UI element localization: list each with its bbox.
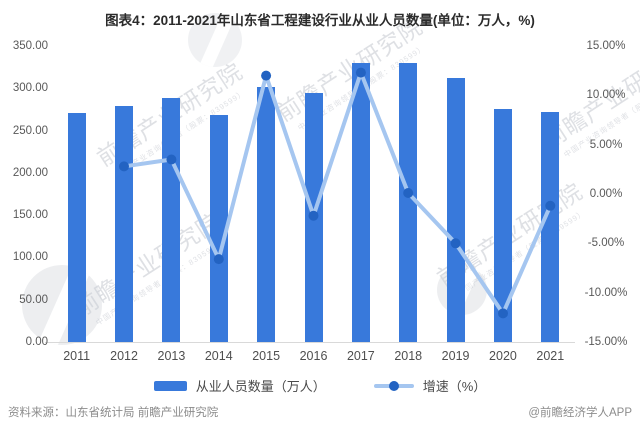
- y-axis-label-right: -15.00%: [584, 336, 628, 348]
- y-axis-label-right: 5.00%: [589, 138, 623, 151]
- legend: 从业人员数量（万人） 增速（%）: [0, 376, 640, 395]
- bar-2017: [351, 62, 370, 342]
- growth-line: [122, 70, 553, 316]
- y-axis-label-right: 15.00%: [586, 40, 626, 52]
- bar-2015: [257, 87, 276, 342]
- legend-item-growth: 增速（%）: [373, 376, 487, 395]
- bar-swatch-icon: [153, 380, 187, 391]
- bar-2021: [541, 111, 560, 342]
- growth-dot: [545, 200, 556, 211]
- growth-dot: [166, 154, 177, 165]
- legend-label: 从业人员数量（万人）: [195, 379, 326, 394]
- y-axis-label-left: 0.00: [25, 336, 48, 348]
- y-axis-label-left: 50.00: [19, 293, 48, 306]
- bar-2020: [493, 109, 512, 342]
- page-title: 图表4：2011-2021年山东省工程建设行业从业人员数量(单位：万人，%): [105, 13, 535, 28]
- y-axis-label-right: -10.00%: [584, 286, 628, 299]
- y-axis-label-left: 250.00: [12, 124, 48, 137]
- growth-line-layer: [119, 67, 556, 319]
- growth-dot: [498, 308, 508, 319]
- y-axis-label-left: 300.00: [12, 82, 48, 95]
- bar-2019: [446, 78, 465, 342]
- growth-dot: [450, 238, 461, 249]
- legend-item-employees: 从业人员数量（万人）: [153, 376, 326, 395]
- y-axis-label-left: 350.00: [12, 40, 48, 52]
- footer: 资料来源：山东省统计局 前瞻产业研究院 @前瞻经济学人APP: [8, 404, 632, 420]
- bar-2011: [67, 112, 86, 342]
- bar-2018: [399, 62, 418, 342]
- x-axis-label: 2013: [157, 349, 186, 363]
- legend-label: 增速（%）: [422, 379, 487, 394]
- x-axis-label: 2011: [63, 349, 91, 363]
- line-swatch-icon: [373, 380, 414, 391]
- x-axis-label: 2020: [489, 349, 517, 363]
- growth-dot: [261, 70, 272, 81]
- growth-dot: [308, 210, 319, 221]
- y-axis-label-left: 100.00: [12, 251, 48, 264]
- y-axis-label-right: 10.00%: [586, 89, 626, 102]
- line-dot-icon: [388, 380, 399, 391]
- bar-2014: [209, 114, 228, 342]
- y-axis-label-right: -5.00%: [587, 237, 625, 250]
- x-axis-label: 2017: [346, 349, 375, 363]
- x-axis-label: 2019: [441, 349, 470, 363]
- x-axis-label: 2021: [536, 349, 565, 363]
- y-axis-label-left: 200.00: [12, 166, 48, 179]
- x-axis-label: 2012: [110, 349, 138, 363]
- x-axis-label: 2014: [204, 349, 233, 363]
- source-note: 资料来源：山东省统计局 前瞻产业研究院: [8, 407, 219, 419]
- growth-dot: [119, 161, 129, 172]
- growth-dot: [403, 188, 414, 198]
- y-axis-label-right: 0.00%: [589, 188, 623, 200]
- growth-dot: [355, 67, 366, 78]
- credit-note: @前瞻经济学人APP: [528, 407, 632, 419]
- x-axis-label: 2018: [394, 349, 423, 363]
- growth-dot: [213, 254, 224, 265]
- x-axis-line: [45, 342, 575, 343]
- y-axis-label-left: 150.00: [12, 209, 48, 222]
- x-axis-label: 2016: [299, 349, 328, 363]
- x-axis-label: 2015: [252, 349, 281, 363]
